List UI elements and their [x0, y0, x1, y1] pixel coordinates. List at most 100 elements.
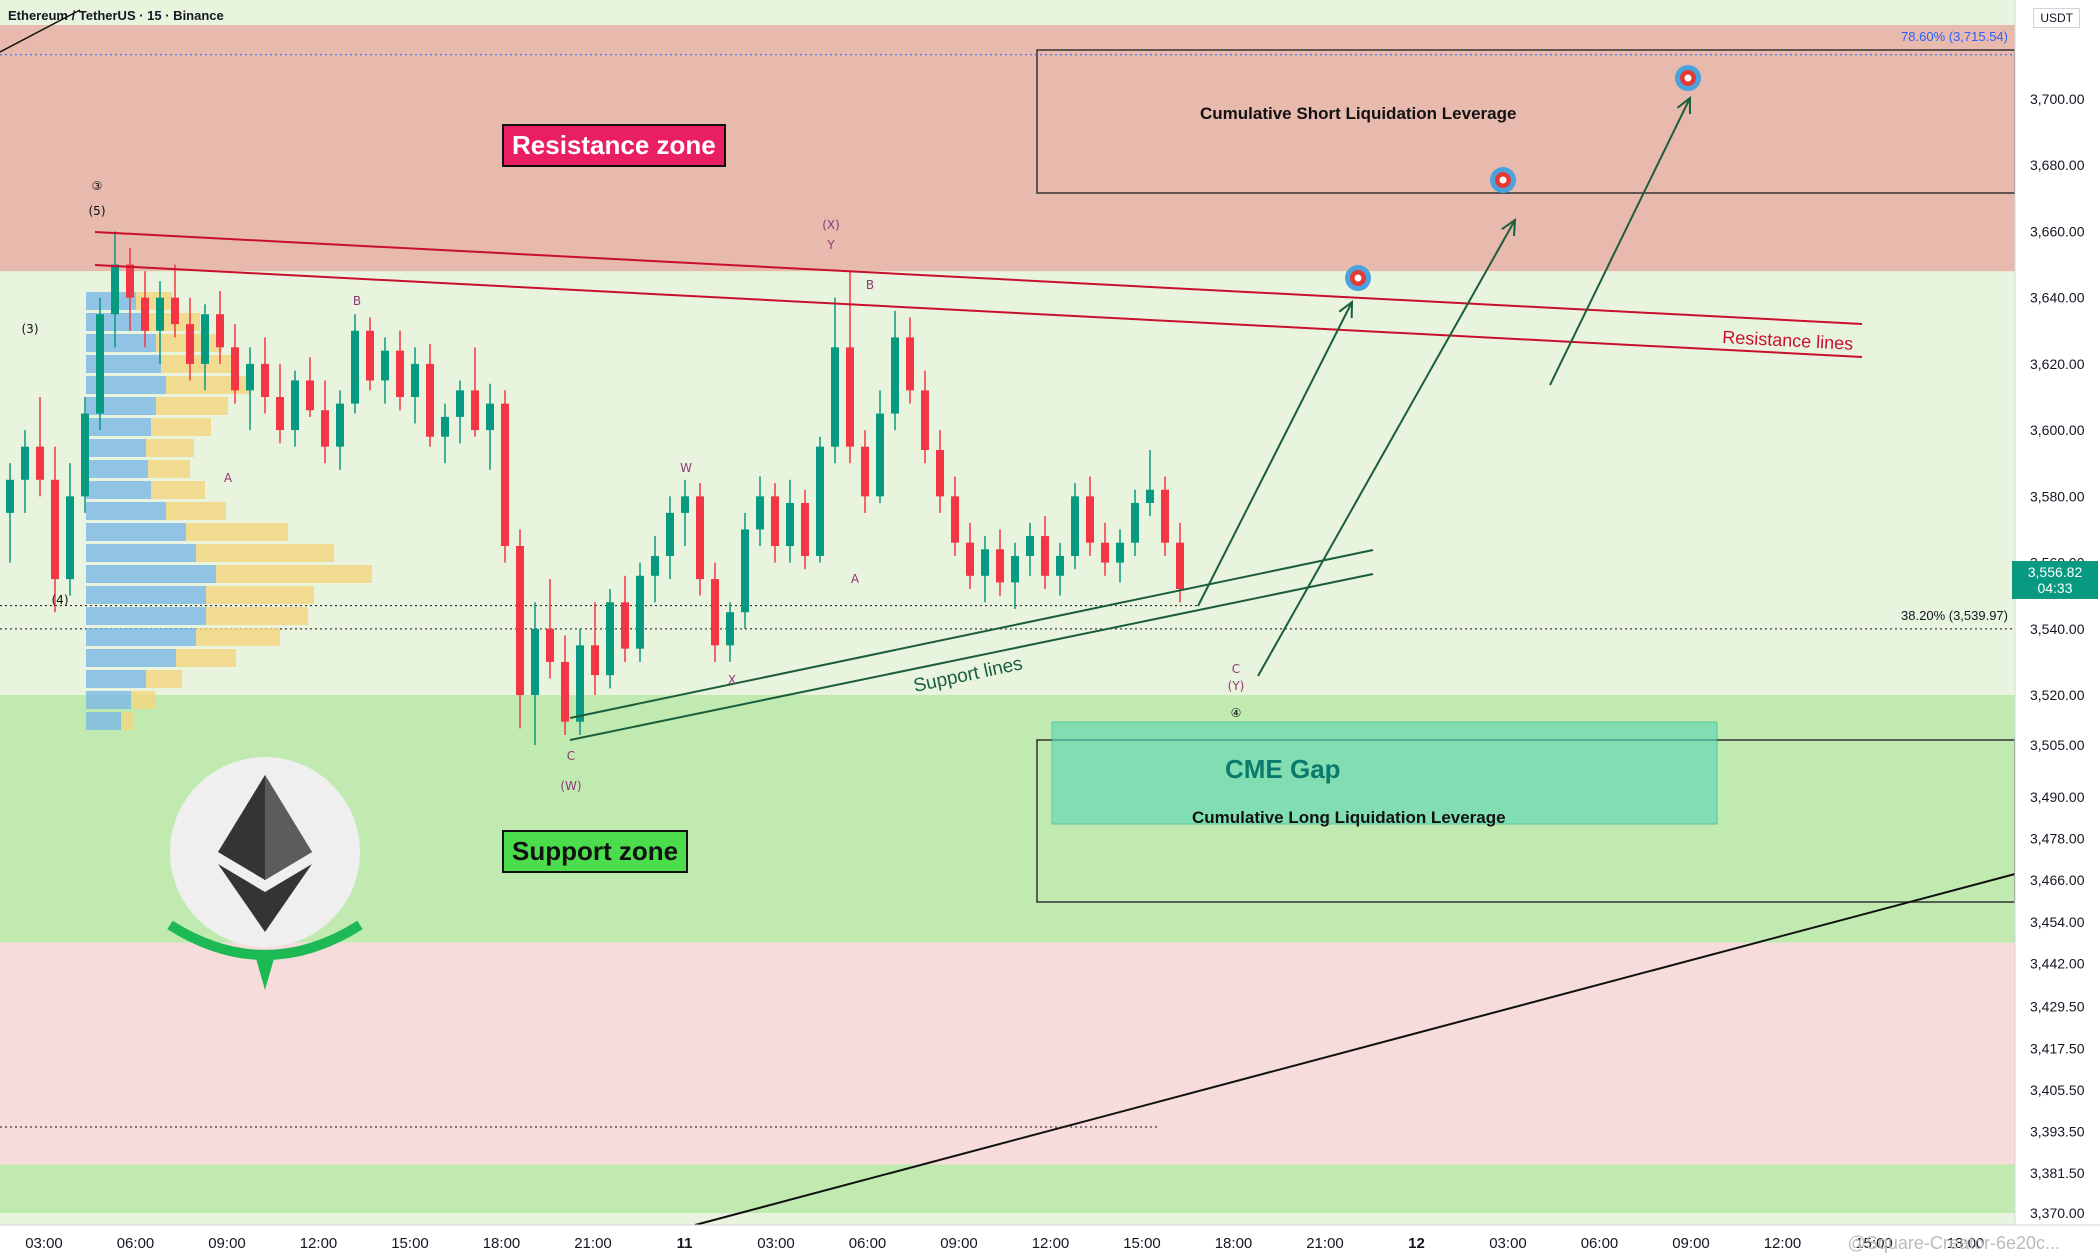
candle-body — [921, 390, 929, 450]
candle-body — [1101, 542, 1109, 563]
wave-label: X — [728, 673, 736, 687]
price-tick-label: 3,442.00 — [2030, 955, 2085, 971]
short-liquidation-label: Cumulative Short Liquidation Leverage — [1200, 104, 1517, 123]
candle-body — [231, 347, 239, 391]
arrowhead-1 — [1501, 217, 1517, 237]
volume-profile-sell-4 — [166, 376, 250, 394]
zone-band-2 — [0, 1164, 2015, 1213]
candle-body — [771, 496, 779, 546]
candle-body — [171, 297, 179, 325]
candle-body — [861, 446, 869, 497]
wave-label: Y — [826, 238, 835, 252]
price-tick-label: 3,381.50 — [2030, 1165, 2085, 1181]
candle-body — [381, 350, 389, 381]
wave-label: ③ — [92, 179, 103, 193]
eth-logo-swoosh — [167, 920, 363, 960]
candle-body — [6, 479, 14, 513]
candle-body — [351, 330, 359, 404]
wave-label: (W) — [560, 779, 581, 793]
candle-body — [876, 413, 884, 497]
time-tick-label: 15:00 — [1855, 1235, 1893, 1252]
candle-body — [216, 314, 224, 348]
target-icon-center — [1354, 274, 1362, 282]
candle-body — [486, 403, 494, 431]
volume-profile-buy-12 — [86, 544, 196, 562]
volume-profile-buy-14 — [86, 586, 206, 604]
candle-body — [471, 390, 479, 431]
candle-body — [291, 380, 299, 431]
price-tick-label: 3,490.00 — [2030, 789, 2085, 805]
candle-body — [696, 496, 704, 580]
current-price-tag: 3,556.82 04:33 — [2012, 561, 2098, 599]
long-liquidation-label: Cumulative Long Liquidation Leverage — [1192, 808, 1506, 827]
volume-profile-sell-3 — [161, 355, 239, 373]
candle-body — [366, 330, 374, 381]
price-tick-label: 3,393.50 — [2030, 1124, 2085, 1140]
wave-label: A — [224, 471, 233, 485]
candle-body — [951, 496, 959, 543]
time-tick-label: 12:00 — [1032, 1235, 1070, 1252]
candle-body — [501, 403, 509, 546]
candle-body — [576, 645, 584, 722]
price-tick-label: 3,405.50 — [2030, 1082, 2085, 1098]
eth-logo-tip — [255, 955, 275, 990]
candle-body — [441, 416, 449, 437]
candle-body — [66, 496, 74, 580]
projection-arrow-2 — [1549, 97, 1691, 386]
candle-body — [1131, 502, 1139, 543]
time-tick-label: 03:00 — [1489, 1235, 1527, 1252]
candle-body — [726, 612, 734, 646]
candle-body — [651, 555, 659, 576]
time-tick-label: 15:00 — [391, 1235, 429, 1252]
candle-body — [741, 529, 749, 613]
candle-body — [51, 479, 59, 580]
time-tick-label: 15:00 — [1123, 1235, 1161, 1252]
candle-body — [516, 546, 524, 695]
price-tick-label: 3,660.00 — [2030, 223, 2085, 239]
price-tick-label: 3,640.00 — [2030, 290, 2085, 306]
candle-body — [606, 602, 614, 676]
candle-body — [786, 502, 794, 546]
resistance-line-lower — [94, 264, 1863, 358]
candle-body — [966, 542, 974, 576]
candle-body — [906, 337, 914, 391]
candle-body — [396, 350, 404, 397]
price-tick-label: 3,680.00 — [2030, 157, 2085, 173]
candle-body — [1056, 555, 1064, 576]
price-tick-label: 3,700.00 — [2030, 91, 2085, 107]
candle-body — [636, 575, 644, 649]
wave-label: B — [866, 278, 874, 292]
price-tick-label: 3,505.00 — [2030, 737, 2085, 753]
arrowhead-0 — [1338, 299, 1354, 319]
time-tick-label: 18:00 — [483, 1235, 521, 1252]
candle-body — [1026, 536, 1034, 556]
fib-786-label: 78.60% (3,715.54) — [1901, 29, 2008, 44]
candle-body — [996, 549, 1004, 583]
time-tick-label: 06:00 — [1581, 1235, 1619, 1252]
candle-body — [21, 446, 29, 480]
candle-body — [186, 324, 194, 364]
volume-profile-sell-6 — [151, 418, 211, 436]
time-tick-label: 21:00 — [1306, 1235, 1344, 1252]
volume-profile-buy-20 — [86, 712, 121, 730]
candle-body — [1011, 555, 1019, 583]
wave-label: C — [1232, 662, 1240, 676]
candle-body — [246, 363, 254, 391]
candle-body — [756, 496, 764, 530]
candle-body — [1161, 489, 1169, 543]
candle-body — [891, 337, 899, 414]
price-axis-bg — [2015, 0, 2100, 1260]
currency-badge[interactable]: USDT — [2033, 8, 2080, 28]
current-price-value: 3,556.82 — [2027, 564, 2083, 580]
lower-band — [0, 942, 2015, 1165]
candle-body — [36, 446, 44, 480]
time-tick-label: 03:00 — [757, 1235, 795, 1252]
volume-profile-buy-10 — [86, 502, 166, 520]
time-tick-label: 12 — [1408, 1235, 1425, 1252]
candle-body — [426, 363, 434, 437]
candle-body — [111, 264, 119, 315]
candle-body — [681, 496, 689, 513]
volume-profile-sell-11 — [186, 523, 288, 541]
